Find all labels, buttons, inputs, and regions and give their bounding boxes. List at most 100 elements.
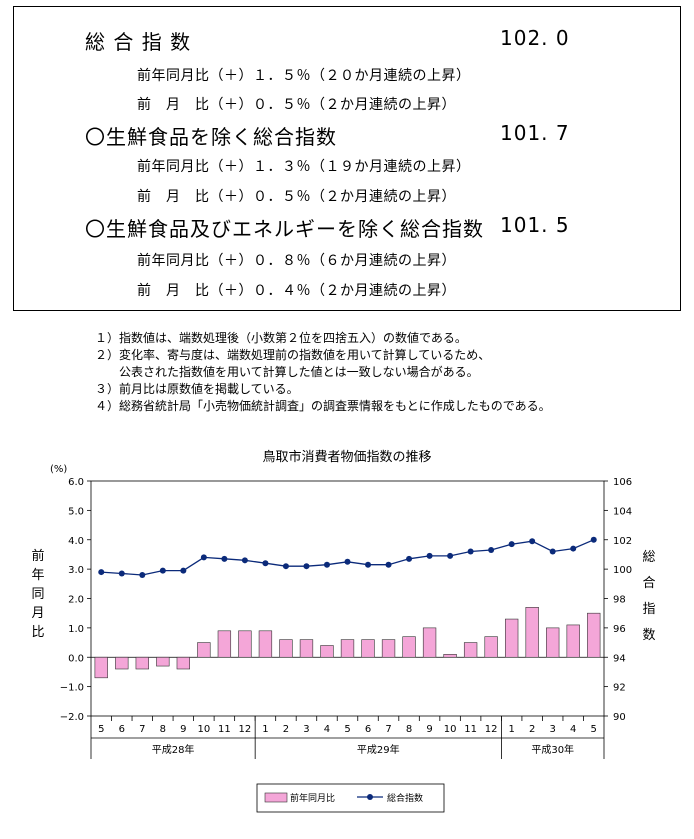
bar-yoy: [484, 636, 498, 658]
right-tick-label: 100: [613, 565, 632, 576]
footnotes: １）指数値は、端数処理後（小数第２位を四捨五入）の数値である。 ２）変化率、寄与…: [95, 330, 551, 415]
x-tick-label: 4: [570, 724, 576, 735]
left-axis-title-char: 月: [31, 606, 44, 621]
bar-yoy: [197, 642, 211, 658]
bar-yoy: [381, 639, 396, 658]
point-index: [529, 538, 536, 545]
point-index: [200, 554, 207, 561]
point-index: [426, 552, 433, 559]
x-tick-label: 9: [180, 724, 186, 735]
point-index: [488, 547, 495, 554]
left-tick-label: 6.0: [68, 477, 84, 488]
x-tick-label: 2: [529, 724, 535, 735]
note-5: ４）総務省統計局「小売物価統計調査」の調査票情報をもとに作成したものである。: [95, 399, 551, 413]
x-tick-label: 11: [218, 724, 231, 735]
right-axis-title-char: 合: [642, 576, 655, 591]
point-index: [241, 557, 248, 564]
right-axis-title-char: 数: [642, 628, 655, 643]
x-tick-label: 8: [406, 724, 412, 735]
point-index: [118, 570, 125, 577]
x-tick-label: 1: [262, 724, 268, 735]
x-tick-label: 9: [426, 724, 432, 735]
note-3: 公表された指数値を用いて計算した値とは一致しない場合がある。: [95, 365, 479, 379]
note-2: ２）変化率、寄与度は、端数処理前の指数値を用いて計算しているため、: [95, 348, 491, 362]
left-axis-unit: (%): [50, 464, 67, 475]
bar-yoy: [135, 656, 149, 670]
point-index: [98, 569, 105, 576]
bar-yoy: [422, 627, 437, 658]
right-tick-label: 90: [613, 712, 626, 723]
left-tick-label: 5.0: [68, 506, 84, 517]
x-tick-label: 4: [324, 724, 330, 735]
ex-fresh-energy-yoy: 前年同月比（＋）０．８％（６か月連続の上昇）: [137, 253, 456, 269]
left-axis-title-char: 前: [31, 548, 44, 564]
year-label: 平成30年: [531, 743, 574, 756]
bar-yoy: [587, 612, 601, 658]
point-index: [385, 561, 392, 568]
bar-yoy: [258, 630, 273, 658]
ex-fresh-energy-mom: 前 月 比（＋）０．４％（２か月連続の上昇）: [137, 283, 456, 299]
bar-yoy: [443, 654, 457, 658]
ex-fresh-energy-title: 〇生鮮食品及びエネルギーを除く総合指数: [85, 217, 484, 241]
point-index: [159, 567, 166, 574]
bar-yoy: [525, 607, 539, 658]
bar-yoy: [361, 639, 375, 658]
left-axis-title-char: 比: [31, 625, 44, 640]
ex-fresh-yoy: 前年同月比（＋）１．３％（１９か月連続の上昇）: [137, 159, 471, 175]
point-index: [365, 561, 372, 568]
point-index: [282, 563, 289, 570]
bar-yoy: [238, 630, 252, 658]
bar-yoy: [340, 639, 355, 658]
bar-yoy: [279, 639, 293, 658]
bar-yoy: [115, 656, 129, 670]
bar-yoy: [402, 636, 416, 658]
x-tick-label: 12: [485, 724, 498, 735]
left-tick-label: −1.0: [60, 683, 84, 694]
left-axis-title-char: 年: [31, 568, 44, 583]
x-tick-label: 7: [139, 724, 145, 735]
right-tick-label: 104: [613, 506, 632, 517]
bar-yoy: [566, 624, 580, 658]
year-label: 平成28年: [152, 743, 195, 756]
point-index: [406, 555, 413, 562]
bar-yoy: [176, 656, 191, 670]
left-tick-label: 4.0: [68, 536, 84, 547]
right-tick-label: 96: [613, 624, 626, 635]
legend-bar-label: 前年同月比: [290, 792, 335, 804]
right-tick-label: 94: [613, 653, 626, 664]
total-mom: 前 月 比（＋）０．５％（２か月連続の上昇）: [137, 97, 456, 113]
right-tick-label: 102: [613, 536, 632, 547]
left-tick-label: −2.0: [60, 712, 84, 723]
x-tick-label: 8: [160, 724, 166, 735]
x-tick-label: 7: [385, 724, 391, 735]
plot-area: [90, 480, 605, 717]
ex-fresh-title: 〇生鮮食品を除く総合指数: [85, 125, 337, 149]
point-index: [467, 548, 474, 555]
x-tick-label: 5: [98, 724, 104, 735]
x-tick-label: 10: [197, 724, 210, 735]
x-tick-label: 5: [591, 724, 597, 735]
x-tick-label: 11: [464, 724, 477, 735]
legend-line-label: 総合指数: [387, 792, 423, 804]
right-axis-title-char: 指: [642, 602, 655, 617]
left-tick-label: 0.0: [68, 653, 84, 664]
point-index: [549, 548, 556, 555]
x-tick-label: 3: [303, 724, 309, 735]
point-index: [323, 561, 330, 568]
x-tick-label: 1: [508, 724, 514, 735]
total-index-value: 102. 0: [500, 26, 570, 50]
left-axis-title-char: 同: [31, 587, 44, 602]
year-label: 平成29年: [357, 743, 400, 756]
point-index: [447, 552, 454, 559]
point-index: [262, 560, 269, 567]
summary-box: [13, 6, 681, 311]
bar-yoy: [299, 639, 314, 658]
x-tick-label: 6: [365, 724, 371, 735]
left-tick-label: 1.0: [68, 624, 84, 635]
chart-title: 鳥取市消費者物価指数の推移: [262, 450, 432, 465]
legend-line-marker: [367, 794, 373, 800]
point-index: [508, 541, 515, 548]
x-tick-label: 5: [344, 724, 350, 735]
point-index: [139, 572, 146, 578]
